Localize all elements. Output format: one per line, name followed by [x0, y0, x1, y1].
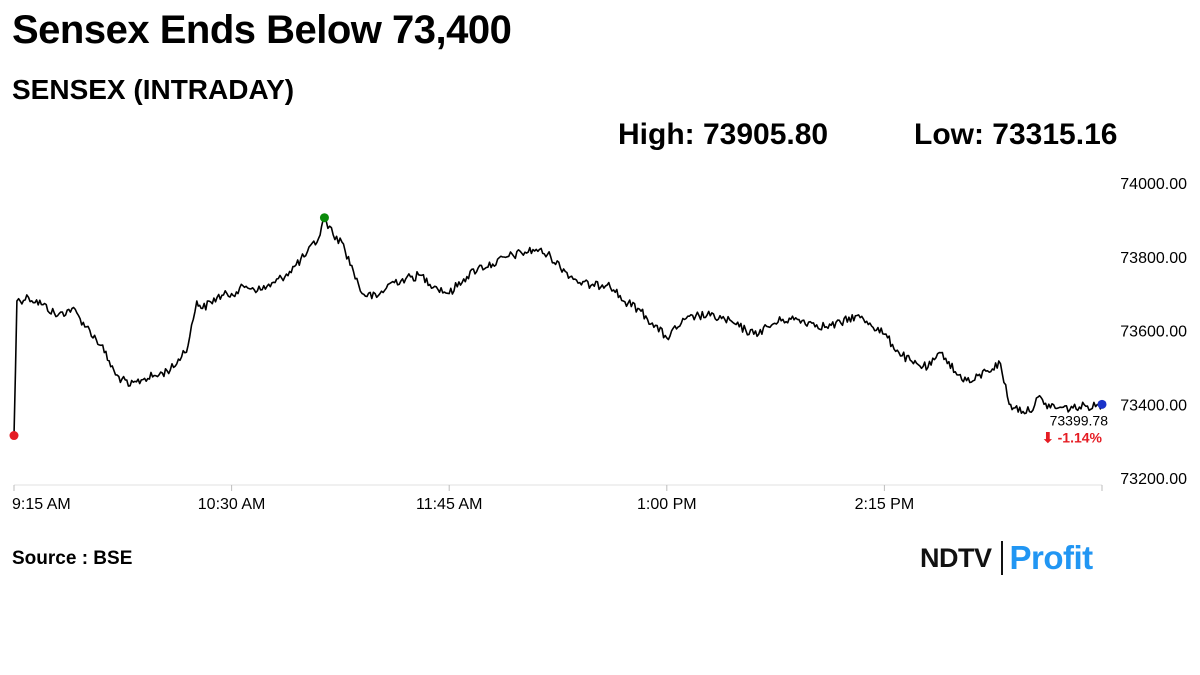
y-tick-label: 73200.00 [1120, 471, 1187, 488]
y-axis: 74000.00 73800.00 73600.00 73400.00 73200.00 [1120, 176, 1187, 488]
y-tick-label: 74000.00 [1120, 176, 1187, 193]
high-value: High: 73905.80 [618, 118, 829, 151]
logo-divider [1000, 541, 1003, 575]
x-tick-label: 11:45 AM [416, 496, 482, 513]
plot-area [13, 216, 1103, 436]
low-marker [9, 431, 19, 441]
high-marker [319, 213, 329, 223]
percent-change-label: ⬇ -1.14% [1042, 429, 1103, 445]
y-tick-label: 73800.00 [1120, 250, 1187, 267]
headline: Sensex Ends Below 73,400 [12, 8, 512, 52]
x-axis: 9:15 AM 10:30 AM 11:45 AM 1:00 PM 2:15 PM [12, 484, 1103, 513]
sensex-price-line [13, 216, 1103, 436]
low-value: Low: 73315.16 [914, 118, 1118, 151]
markers [9, 213, 1107, 441]
x-tick-label: 10:30 AM [198, 496, 266, 513]
chart-subtitle: SENSEX (INTRADAY) [12, 74, 295, 105]
y-tick-label: 73600.00 [1120, 324, 1187, 341]
x-tick-label: 2:15 PM [855, 496, 915, 513]
ndtv-profit-logo: NDTV Profit [920, 538, 1093, 578]
x-tick-label: 9:15 AM [12, 496, 71, 513]
logo-profit: Profit [1009, 539, 1094, 576]
logo-ndtv: NDTV [920, 542, 992, 573]
x-tick-label: 1:00 PM [637, 496, 697, 513]
last-marker [1097, 399, 1107, 409]
y-tick-label: 73400.00 [1120, 397, 1187, 414]
last-price-labels: 73399.78 ⬇ -1.14% [1042, 412, 1108, 445]
last-price-label: 73399.78 [1050, 412, 1109, 428]
source-note: Source : BSE [12, 548, 133, 569]
